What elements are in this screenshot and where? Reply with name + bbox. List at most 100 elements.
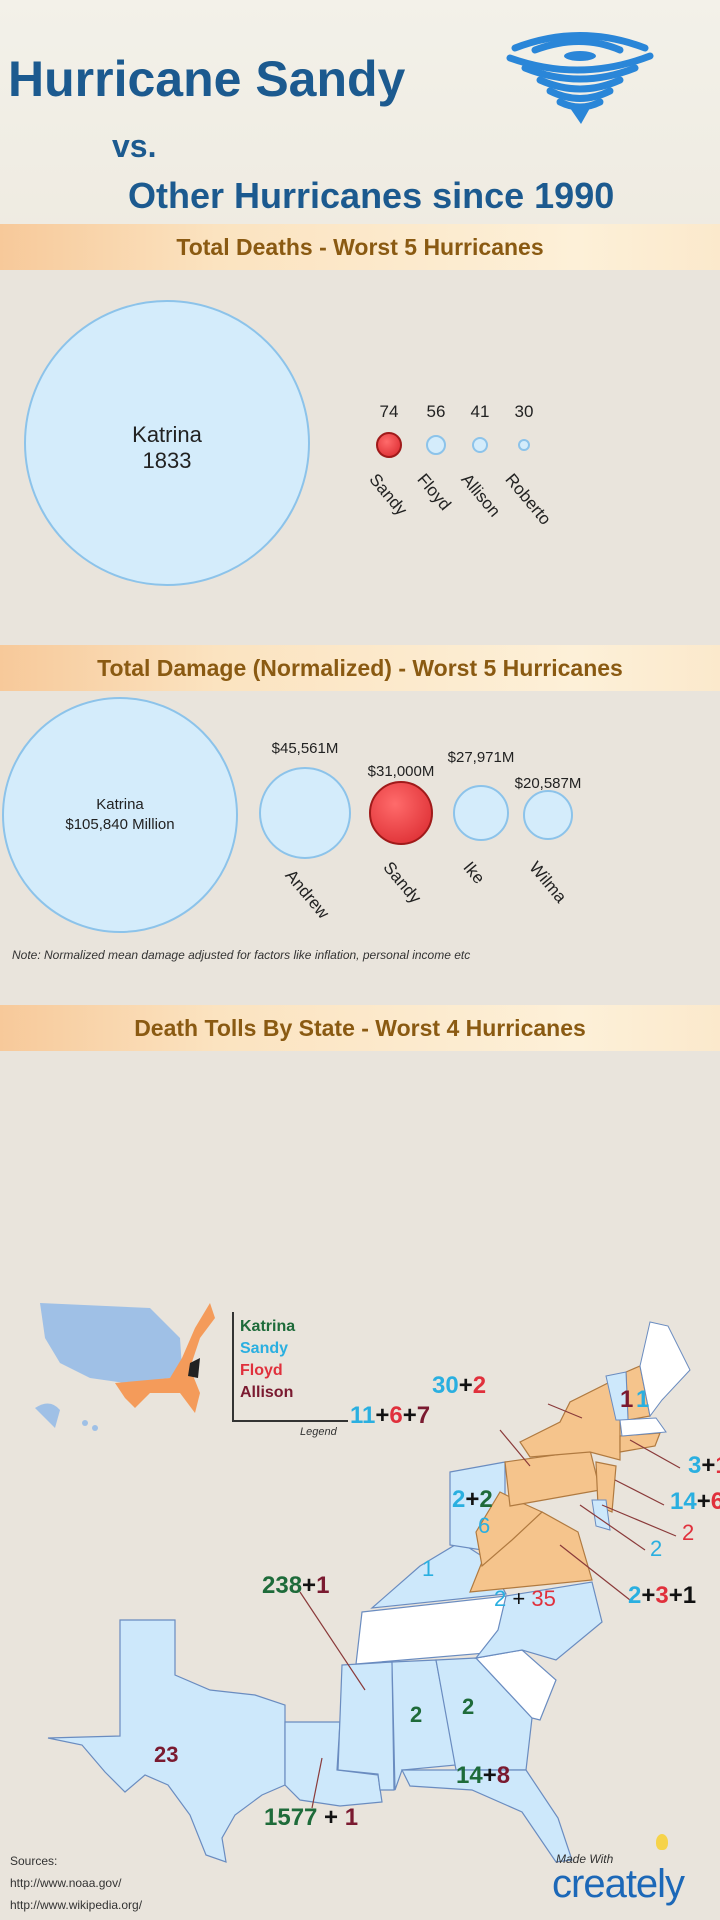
state-toll-label: 238+1 [262,1572,329,1600]
toll-value: 8 [496,1762,511,1789]
toll-value: + [506,1586,532,1611]
tornado-icon [506,32,654,124]
toll-value: 1 [620,1386,634,1413]
value-allison: 41 [470,402,490,421]
value-roberto: 30 [514,402,534,421]
legend-axis-v [232,1312,234,1420]
state-north-carolina [474,1581,603,1661]
leader-lines [299,1403,681,1809]
subtitle: Other Hurricanes since 1990 [128,175,615,216]
state-georgia [435,1657,533,1771]
state-pennsylvania [504,1449,601,1507]
toll-value: 2 [650,1536,663,1561]
toll-value: 2 [479,1486,493,1513]
toll-value: + [375,1402,390,1429]
tolls-heading: Death Tolls By State - Worst 4 Hurricane… [0,1005,720,1051]
damage-note: Note: Normalized mean damage adjusted fo… [12,948,471,962]
title-vs: vs. [112,128,157,164]
toll-value: 14 [670,1488,697,1515]
toll-value: 1577 [264,1804,318,1831]
katrina-deaths-label: Katrina 1833 [132,422,202,473]
toll-value: 1 [682,1582,697,1609]
value-andrew: $45,561M [271,740,339,757]
us-inset-map [35,1303,215,1431]
value-sandy: 74 [379,402,399,421]
state-maine [639,1321,691,1418]
lightbulb-icon [656,1834,668,1850]
creately-logo: creately [552,1862,685,1906]
state-alabama [391,1659,457,1791]
toll-value: + [302,1572,317,1599]
bubble-allison-deaths [472,437,488,453]
source-link-wikipedia[interactable]: http://www.wikipedia.org/ [10,1898,143,1912]
state-toll-label: 2 [650,1536,662,1562]
damage-heading: Total Damage (Normalized) - Worst 5 Hurr… [0,645,720,691]
legend-sandy: Sandy [240,1340,289,1357]
toll-value: + [668,1582,683,1609]
toll-value: + [402,1402,417,1429]
value-floyd: 56 [426,402,446,421]
toll-value: 2 [452,1486,466,1513]
state-toll-label: 1 [422,1556,434,1582]
toll-value: 1 [715,1452,720,1479]
state-west-virginia [475,1491,544,1568]
bubble-sandy-deaths [376,432,402,458]
toll-value: 7 [416,1402,431,1429]
toll-value: + [641,1582,656,1609]
toll-value: 11 [350,1402,376,1429]
deaths-heading: Total Deaths - Worst 5 Hurricanes [0,224,720,270]
bubble-sandy-damage [369,781,433,845]
state-mississippi [337,1661,395,1791]
toll-value: 1 [344,1804,359,1831]
toll-value: 2 [410,1702,423,1727]
toll-value: 35 [531,1586,556,1611]
toll-value: 6 [478,1513,491,1538]
state-toll-label: 3+1 [688,1452,720,1480]
toll-value: + [317,1804,345,1831]
toll-value: 23 [154,1742,179,1767]
state-toll-label: 2+3+1 [628,1582,696,1610]
source-link-noaa[interactable]: http://www.noaa.gov/ [10,1876,122,1890]
value-ike: $27,971M [447,749,515,766]
toll-value: + [482,1762,497,1789]
state-toll-label: 30+2 [432,1372,486,1400]
state-toll-label: 1577 + 1 [264,1804,358,1832]
toll-value: 1 [316,1572,330,1599]
toll-value: 6 [389,1402,403,1429]
value-wilma: $20,587M [514,775,582,792]
state-new-york [519,1381,621,1461]
legend-caption: Legend [300,1426,337,1438]
state-toll-label: 6 [478,1513,490,1539]
toll-value: 14 [456,1762,483,1789]
state-toll-label: 1 [636,1386,649,1414]
toll-value: 2 [462,1694,475,1719]
state-toll-label: 14+8 [456,1762,510,1790]
toll-value: 2 [472,1372,487,1399]
katrina-damage-label: Katrina $105,840 Million [65,796,175,833]
state-texas [47,1619,286,1863]
toll-value: + [701,1452,716,1479]
state-massachusetts [619,1417,667,1437]
toll-value: 2 [628,1582,642,1609]
state-toll-label: 11+6+7 [350,1402,430,1430]
legend-katrina: Katrina [240,1318,296,1335]
toll-value: 3 [688,1452,702,1479]
bubble-roberto-deaths [518,439,530,451]
state-toll-label: 1 [620,1386,633,1414]
bubble-katrina-deaths [24,300,310,586]
state-toll-label: 2+2 [452,1486,493,1514]
state-toll-label: 23 [154,1742,178,1768]
title: Hurricane Sandy [8,51,406,107]
sources-label: Sources: [10,1854,58,1868]
toll-value: + [465,1486,480,1513]
state-toll-label: 2 [682,1520,694,1546]
toll-value: + [696,1488,711,1515]
logo-made-with: Made With [556,1852,614,1866]
state-toll-label: 14+6 [670,1488,720,1516]
value-sandy-damage: $31,000M [367,763,435,780]
toll-value: 6 [710,1488,720,1515]
state-toll-label: 2 + 35 [494,1586,556,1612]
toll-value: 1 [636,1386,650,1413]
bubble-wilma [523,790,573,840]
